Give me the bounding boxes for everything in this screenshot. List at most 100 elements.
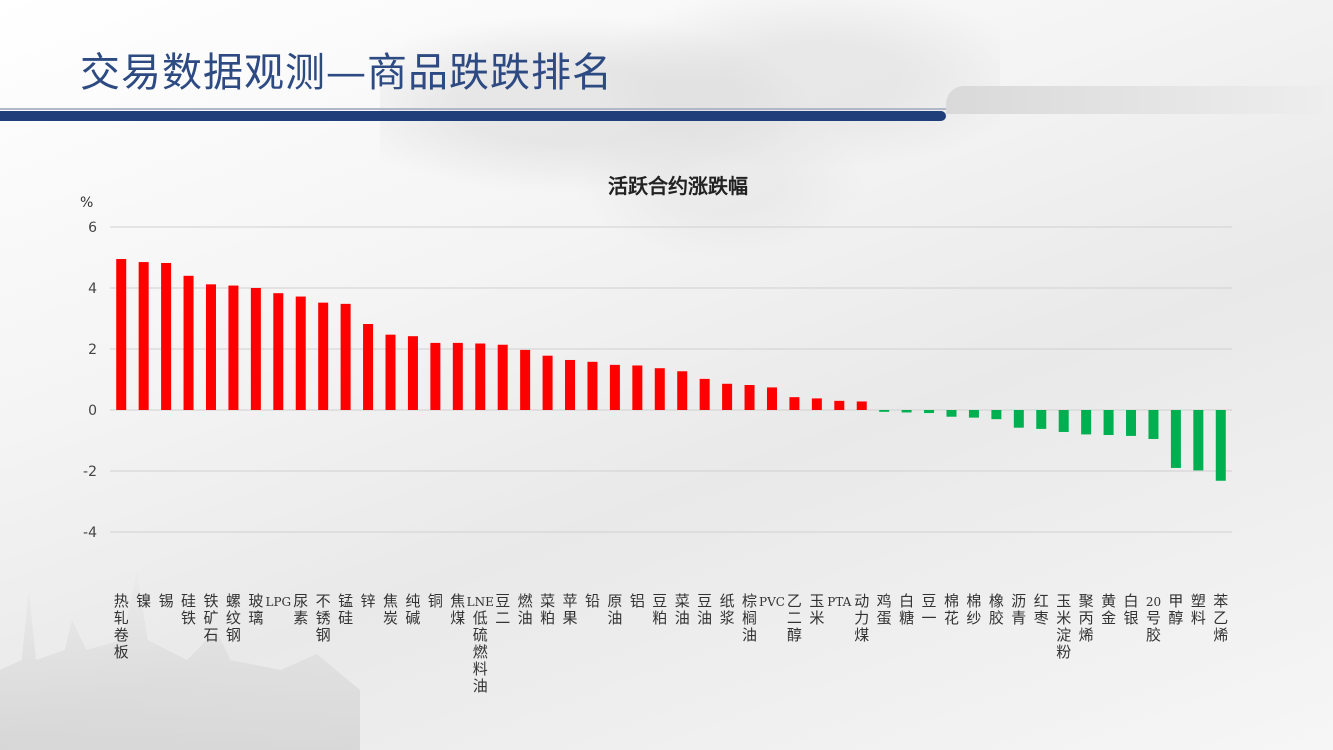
x-tick-label: 豆油 (697, 592, 712, 627)
x-tick-label: 原油 (607, 592, 622, 627)
bar (879, 410, 890, 412)
bar (340, 303, 351, 410)
bar (1215, 410, 1226, 481)
chart-title: 活跃合约涨跌幅 (608, 174, 748, 198)
y-tick-label: 0 (88, 403, 97, 419)
x-tick-label: 尿素 (293, 592, 308, 627)
bar (363, 323, 374, 410)
x-tick-label: 乙二醇 (787, 592, 802, 644)
x-tick-label: 棉纱 (966, 592, 981, 627)
x-tick-label: 白糖 (899, 592, 914, 627)
header-accent-bar (0, 111, 946, 121)
bar (475, 343, 486, 410)
bar (385, 334, 396, 410)
x-tick-label: 红枣 (1034, 592, 1049, 627)
bar (205, 284, 216, 410)
x-tick-label: PTA (827, 595, 851, 609)
x-tick-label: 铜 (428, 592, 443, 610)
y-tick-label: -2 (83, 464, 97, 480)
bar (968, 410, 979, 418)
background-map (380, 0, 1000, 260)
x-tick-label: 菜粕 (540, 592, 555, 627)
x-tick-label: 苹果 (563, 592, 578, 627)
bar (430, 342, 441, 410)
x-tick-label: LNE 低硫燃料油 (467, 595, 494, 695)
y-axis-unit-label: % (80, 195, 93, 211)
x-tick-label: 苯乙烯 (1213, 592, 1228, 644)
x-tick-label: 豆二 (495, 592, 510, 627)
x-tick-label: 沥青 (1011, 592, 1026, 627)
bar (183, 275, 194, 410)
x-tick-label: 棕榈油 (742, 592, 757, 644)
bar (654, 368, 665, 410)
x-tick-label: 塑料 (1191, 592, 1206, 627)
x-tick-label: 玉米 (809, 592, 824, 627)
y-tick-label: -4 (83, 525, 97, 541)
bar (744, 384, 755, 410)
bar (565, 359, 576, 410)
x-tick-label: 玻璃 (248, 592, 263, 627)
x-tick-label: 锌 (361, 592, 376, 610)
bar (609, 364, 620, 410)
bar (677, 371, 688, 410)
x-tick-label: 豆一 (922, 592, 937, 627)
bar (991, 410, 1002, 420)
bar (901, 410, 912, 413)
bar (273, 293, 284, 410)
bar (856, 401, 867, 410)
bar (632, 365, 643, 410)
x-tick-label: 聚丙烯 (1079, 592, 1094, 644)
x-tick-label: 玉米淀粉 (1056, 592, 1071, 661)
bar (789, 397, 800, 410)
y-axis-ticks: 6 4 2 0 -2 -4 (83, 220, 97, 541)
x-tick-label: 铅 (585, 592, 600, 610)
bar (587, 361, 598, 410)
bar (1193, 410, 1204, 471)
bar (834, 400, 845, 410)
x-tick-label: 甲醇 (1168, 592, 1183, 627)
bar (1058, 410, 1069, 432)
x-tick-label: 锡 (159, 592, 174, 610)
bar (228, 285, 239, 410)
x-tick-label: 焦煤 (450, 592, 465, 627)
bar (497, 344, 508, 410)
header-accent-tab (946, 86, 1333, 114)
x-tick-label: 硅铁 (181, 592, 196, 627)
bar (138, 262, 149, 410)
x-tick-label: 白银 (1124, 592, 1139, 627)
header-divider-line (0, 108, 950, 110)
x-tick-label: 热轧卷板 (114, 592, 129, 661)
bar (811, 398, 822, 410)
x-tick-label: 鸡蛋 (877, 592, 892, 627)
x-tick-label: 纸浆 (720, 592, 735, 627)
x-tick-label: 螺纹钢 (226, 592, 241, 644)
x-tick-label: 豆粕 (652, 592, 667, 627)
bar (295, 296, 306, 410)
x-tick-label: 焦炭 (383, 592, 398, 627)
x-tick-label: 铁矿石 (203, 592, 218, 644)
x-tick-label: LPG (265, 595, 291, 609)
bar (766, 387, 777, 410)
bar (699, 378, 710, 410)
x-tick-label: 动力煤 (854, 592, 869, 644)
x-tick-label: 铝 (630, 592, 645, 610)
bar (520, 349, 531, 410)
bar (946, 410, 957, 417)
bar (1081, 410, 1092, 435)
bars (116, 259, 1226, 481)
y-tick-label: 4 (88, 281, 97, 297)
y-tick-label: 6 (88, 220, 97, 236)
x-tick-label: 镍 (136, 592, 151, 610)
x-axis-labels: 热轧卷板镍锡硅铁铁矿石螺纹钢玻璃LPG 尿素不锈钢锰硅锌 焦炭纯碱铜 焦煤LNE 低硫燃… (114, 592, 1229, 695)
bar (1103, 410, 1114, 436)
bar (722, 383, 733, 410)
bar (116, 259, 127, 410)
x-tick-label: 锰硅 (338, 592, 353, 627)
bar (542, 355, 553, 410)
page-title: 交易数据观测—商品跌跌排名 (80, 50, 613, 96)
x-tick-label: 燃油 (518, 592, 533, 627)
x-tick-label: 不锈钢 (316, 592, 331, 644)
bar (1170, 410, 1181, 468)
x-tick-label: PVC (759, 595, 785, 609)
